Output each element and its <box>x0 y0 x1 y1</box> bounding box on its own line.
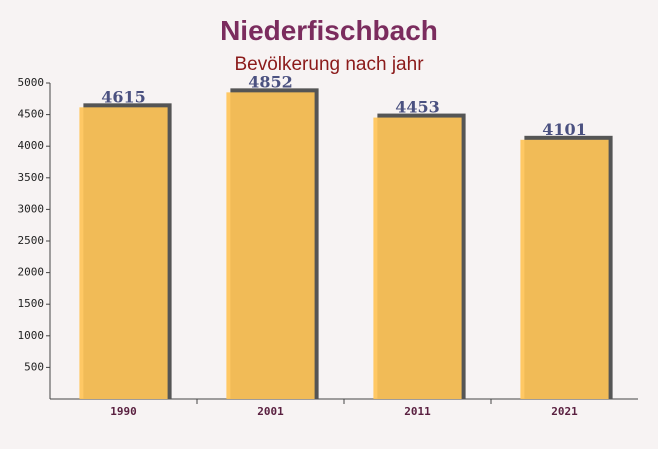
x-tick-label: 2001 <box>257 405 284 418</box>
y-tick-label: 2000 <box>18 266 45 279</box>
bar <box>79 107 168 399</box>
chart-title: Niederfischbach <box>220 15 438 46</box>
y-tick-label: 5000 <box>18 76 45 89</box>
x-tick-label: 1990 <box>110 405 137 418</box>
bar <box>520 139 609 399</box>
y-tick-label: 2500 <box>18 234 45 247</box>
value-label: 4615 <box>101 87 146 106</box>
y-tick-label: 3000 <box>18 202 45 215</box>
x-tick-label: 2011 <box>404 405 431 418</box>
y-tick-label: 1500 <box>18 297 45 310</box>
y-tick-label: 3500 <box>18 171 45 184</box>
bar <box>373 117 462 399</box>
value-label: 4101 <box>542 120 587 139</box>
value-label: 4852 <box>248 72 293 91</box>
value-label: 4453 <box>395 98 440 117</box>
x-tick-label: 2021 <box>551 405 578 418</box>
y-tick-label: 500 <box>24 360 44 373</box>
y-tick-label: 1000 <box>18 329 45 342</box>
y-tick-label: 4500 <box>18 108 45 121</box>
bar <box>226 92 315 399</box>
y-tick-label: 4000 <box>18 139 45 152</box>
chart-subtitle: Bevölkerung nach jahr <box>234 54 424 75</box>
